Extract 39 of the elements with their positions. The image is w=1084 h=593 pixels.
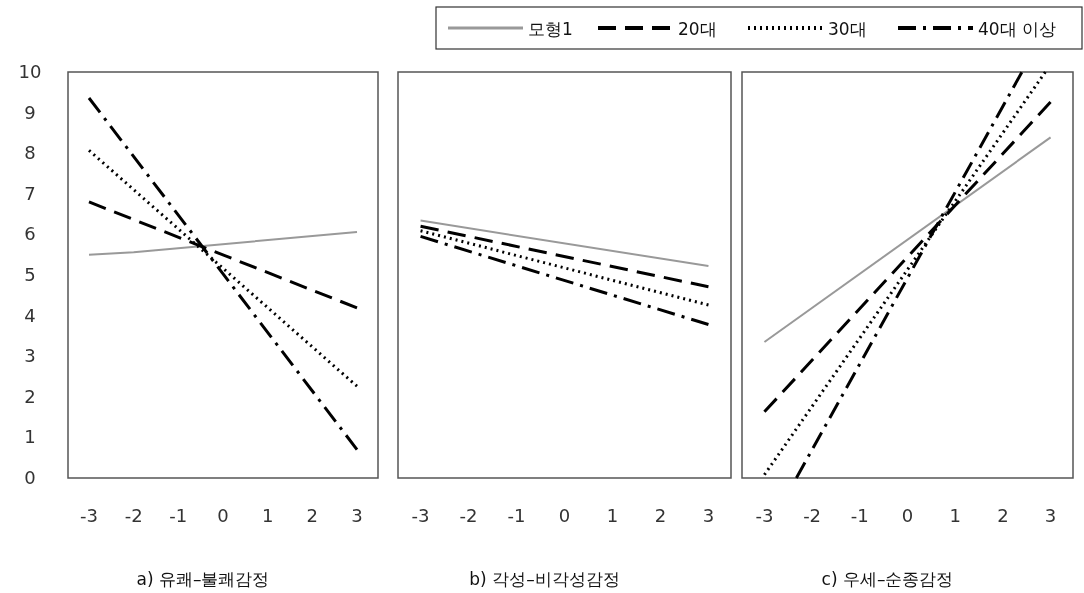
legend-label: 40대 이상 [978, 19, 1057, 39]
x-tick-label: 0 [558, 505, 571, 526]
x-tick-label: 2 [997, 505, 1009, 526]
y-tick-label: 6 [24, 223, 36, 245]
x-tick-label: 1 [606, 505, 619, 526]
y-tick-label: 1 [24, 426, 36, 448]
y-tick-label: 3 [24, 345, 36, 367]
y-tick-label: 0 [24, 467, 36, 488]
x-tick-label: -3 [411, 505, 430, 526]
legend-label: 30대 [828, 19, 867, 39]
y-tick-label: 9 [24, 101, 36, 123]
x-tick-label: 0 [901, 505, 914, 526]
x-tick-label: -1 [507, 505, 526, 526]
x-tick-label: 3 [702, 505, 715, 526]
x-tick-label: -3 [80, 505, 98, 526]
x-tick-label: -2 [459, 505, 478, 526]
x-tick-label: -2 [803, 505, 822, 526]
x-tick-label: 2 [306, 505, 319, 526]
y-tick-label: 5 [24, 264, 36, 285]
y-tick-label: 2 [24, 385, 36, 407]
y-tick-label: 7 [24, 182, 36, 204]
x-tick-label: -1 [850, 505, 869, 526]
y-tick-label: 10 [18, 61, 42, 82]
x-axis-title: a) 유쾌–불쾌감정 [136, 569, 270, 589]
x-tick-label: 1 [261, 505, 274, 526]
x-tick-label: -2 [124, 505, 143, 526]
x-axis-title: c) 우세–순종감정 [821, 569, 954, 589]
x-tick-label: 3 [351, 505, 363, 526]
legend-label: 20대 [678, 19, 717, 39]
legend-label: 모형1 [528, 19, 573, 39]
x-axis-title: b) 각성–비각성감정 [469, 569, 620, 589]
x-tick-label: -3 [755, 505, 774, 526]
x-tick-label: -1 [169, 505, 188, 526]
x-tick-label: 1 [949, 505, 961, 526]
y-tick-label: 8 [24, 142, 36, 164]
x-tick-label: 3 [1044, 505, 1057, 526]
x-tick-label: 2 [654, 505, 667, 526]
x-tick-label: 0 [217, 505, 229, 526]
y-tick-label: 4 [24, 304, 36, 326]
